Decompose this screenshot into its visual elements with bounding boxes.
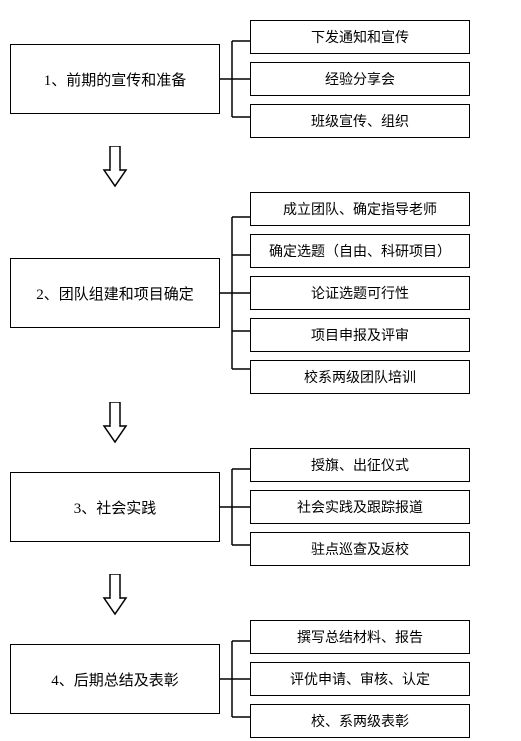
detail-box: 经验分享会 (250, 62, 470, 96)
flow-arrow (10, 402, 220, 444)
detail-column: 成立团队、确定指导老师确定选题（自由、科研项目） 论证选题可行性项目申报及评审校系… (250, 192, 470, 394)
flow-arrow (10, 146, 220, 188)
detail-column: 撰写总结材料、报告评优申请、审核、认定校、系两级表彰 (250, 620, 470, 738)
stage-box: 2、团队组建和项目确定 (10, 258, 220, 328)
bracket-connector (220, 202, 250, 384)
flow-arrow (10, 574, 220, 616)
stage-row: 2、团队组建和项目确定成立团队、确定指导老师确定选题（自由、科研项目） 论证选题可… (10, 192, 511, 394)
stage-box: 3、社会实践 (10, 472, 220, 542)
bracket-column (220, 202, 250, 384)
detail-box: 撰写总结材料、报告 (250, 620, 470, 654)
bracket-column (220, 454, 250, 560)
detail-box: 驻点巡查及返校 (250, 532, 470, 566)
stage-box: 1、前期的宣传和准备 (10, 44, 220, 114)
flowchart-diagram: 1、前期的宣传和准备下发通知和宣传经验分享会班级宣传、组织 2、团队组建和项目确定… (10, 20, 511, 738)
stage-row: 4、后期总结及表彰撰写总结材料、报告评优申请、审核、认定校、系两级表彰 (10, 620, 511, 738)
detail-box: 社会实践及跟踪报道 (250, 490, 470, 524)
stage-row: 3、社会实践授旗、出征仪式社会实践及跟踪报道驻点巡查及返校 (10, 448, 511, 566)
detail-box: 校、系两级表彰 (250, 704, 470, 738)
detail-box: 成立团队、确定指导老师 (250, 192, 470, 226)
bracket-connector (220, 626, 250, 732)
detail-column: 下发通知和宣传经验分享会班级宣传、组织 (250, 20, 470, 138)
detail-column: 授旗、出征仪式社会实践及跟踪报道驻点巡查及返校 (250, 448, 470, 566)
detail-box: 校系两级团队培训 (250, 360, 470, 394)
detail-box: 确定选题（自由、科研项目） (250, 234, 470, 268)
detail-box: 下发通知和宣传 (250, 20, 470, 54)
detail-box: 评优申请、审核、认定 (250, 662, 470, 696)
detail-box: 论证选题可行性 (250, 276, 470, 310)
detail-box: 班级宣传、组织 (250, 104, 470, 138)
stage-row: 1、前期的宣传和准备下发通知和宣传经验分享会班级宣传、组织 (10, 20, 511, 138)
stage-box: 4、后期总结及表彰 (10, 644, 220, 714)
detail-box: 项目申报及评审 (250, 318, 470, 352)
detail-box: 授旗、出征仪式 (250, 448, 470, 482)
bracket-connector (220, 26, 250, 132)
bracket-column (220, 26, 250, 132)
bracket-column (220, 626, 250, 732)
bracket-connector (220, 454, 250, 560)
